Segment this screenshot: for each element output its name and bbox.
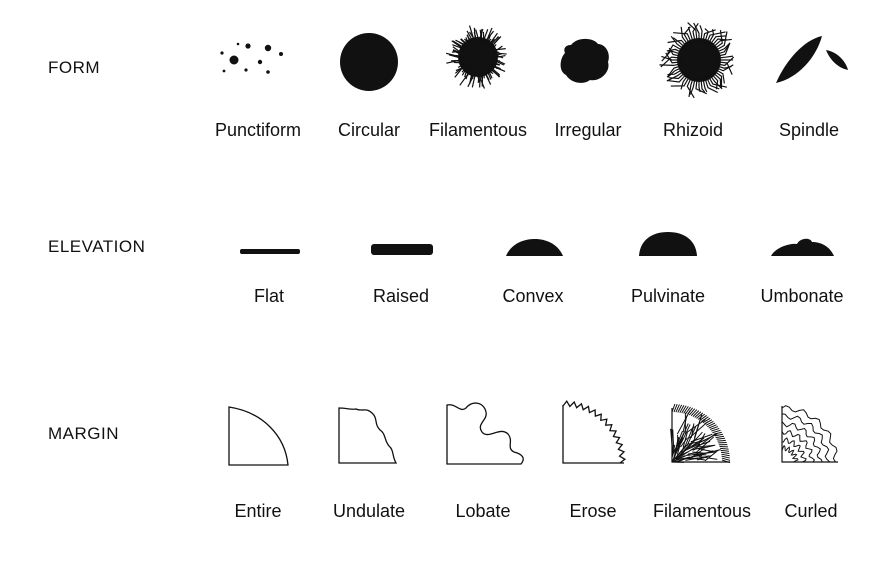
curled-margin-icon xyxy=(781,405,838,463)
convex-elevation-icon xyxy=(506,239,563,256)
form-label-circular: Circular xyxy=(337,120,401,140)
flat-elevation-icon xyxy=(240,249,300,254)
elevation-label-flat: Flat xyxy=(253,286,285,306)
margin-label-entire: Entire xyxy=(234,501,282,521)
filamentous-margin-icon xyxy=(670,403,731,464)
elevation-label-umbonate: Umbonate xyxy=(760,286,844,306)
erose-margin-icon xyxy=(562,399,627,464)
margin-label-lobate: Lobate xyxy=(455,501,511,521)
margin-label-curled: Curled xyxy=(784,501,838,521)
rhizoid-colony-icon xyxy=(659,22,735,99)
elevation-label-raised: Raised xyxy=(372,286,430,306)
entire-margin-icon xyxy=(228,406,289,466)
elevation-section-label: ELEVATION xyxy=(48,237,146,256)
punctiform-colony-icon xyxy=(220,42,283,74)
filamentous-colony-icon xyxy=(445,25,507,89)
lobate-margin-icon xyxy=(446,402,524,465)
margin-section-label: MARGIN xyxy=(48,424,119,443)
form-label-punctiform: Punctiform xyxy=(214,120,302,140)
margin-label-filamentous: Filamentous xyxy=(652,501,752,521)
elevation-label-convex: Convex xyxy=(502,286,564,306)
form-label-irregular: Irregular xyxy=(554,120,622,140)
form-section-label: FORM xyxy=(48,58,101,77)
raised-elevation-icon xyxy=(371,244,433,255)
irregular-colony-icon xyxy=(560,38,609,83)
margin-label-undulate: Undulate xyxy=(332,501,406,521)
undulate-margin-icon xyxy=(338,407,398,464)
circular-colony-icon xyxy=(340,33,398,91)
form-label-filamentous: Filamentous xyxy=(428,120,528,140)
form-label-spindle: Spindle xyxy=(778,120,840,140)
pulvinate-elevation-icon xyxy=(639,232,697,256)
form-label-rhizoid: Rhizoid xyxy=(662,120,724,140)
spindle-colony-icon xyxy=(776,36,848,83)
margin-label-erose: Erose xyxy=(569,501,617,521)
elevation-label-pulvinate: Pulvinate xyxy=(630,286,706,306)
umbonate-elevation-icon xyxy=(771,238,834,256)
